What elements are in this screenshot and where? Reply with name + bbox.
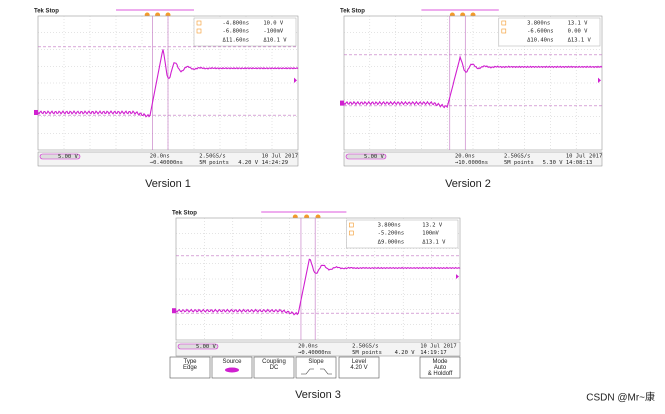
waveform — [343, 55, 603, 109]
date: 10 Jul 2017 — [420, 344, 456, 350]
channel-scale: 5.00 V — [58, 154, 79, 160]
readout-time: 3.800ns — [527, 21, 550, 27]
status-bar — [37, 151, 299, 167]
waveform — [37, 49, 299, 118]
ch1-marker — [340, 100, 344, 106]
caption: Version 2 — [445, 178, 491, 190]
header: Tek Stop — [340, 9, 365, 15]
sample-rate: 2.50GS/s — [199, 154, 226, 160]
date: 10 Jul 2017 — [262, 154, 298, 160]
readout-time: -6.800ns — [223, 29, 250, 35]
menu-text: Auto — [434, 365, 447, 371]
menu-text: Level — [352, 359, 366, 365]
waveform — [175, 258, 461, 316]
readout-box — [346, 219, 459, 249]
readout-time: 3.800ns — [378, 223, 401, 229]
channel-pill — [39, 153, 81, 160]
menu-text: Edge — [183, 365, 198, 371]
trigger-level: 5.30 V — [543, 160, 564, 166]
menu-text: Slope — [308, 359, 324, 365]
points: 5M points — [199, 160, 229, 166]
readout-volt: Δ13.1 V — [422, 240, 446, 246]
menu-text: Type — [183, 359, 197, 365]
sample-rate: 2.50GS/s — [504, 154, 530, 160]
menu-text: Source — [222, 359, 242, 365]
trigger-marker — [294, 77, 297, 83]
timebase: 20.0ns — [150, 154, 170, 160]
date: 10 Jul 2017 — [566, 154, 602, 160]
trigger-marker — [456, 274, 459, 279]
watermark: CSDN @Mr~康 — [586, 391, 655, 404]
status-bar — [343, 151, 603, 167]
trigger-marker — [598, 77, 601, 83]
readout-volt: 10.0 V — [263, 21, 284, 27]
readout-icon — [196, 28, 202, 34]
readout-volt: 13.1 V — [568, 21, 589, 27]
trigger-level: 4.20 V — [395, 350, 416, 356]
readout-icon — [349, 230, 354, 236]
readout-icon — [349, 222, 354, 228]
header: Tek Stop — [172, 211, 197, 217]
caption: Version 3 — [295, 389, 341, 401]
readout-volt: 13.2 V — [422, 223, 443, 229]
readout-time: -5.200ns — [378, 231, 405, 237]
readout-time: Δ10.40ns — [527, 38, 554, 44]
header: Tek Stop — [34, 9, 59, 15]
readout-icon — [196, 20, 202, 26]
channel-pill — [345, 153, 387, 160]
timebase: 20.0ns — [455, 154, 475, 160]
menu-text: Coupling — [262, 359, 286, 365]
menu-button — [338, 356, 380, 379]
menu-button — [419, 356, 461, 379]
points: 5M points — [352, 350, 382, 356]
source-pill — [225, 367, 239, 373]
trigger-level: 4.20 V — [238, 160, 259, 166]
menu-text: 4.20 V — [350, 365, 367, 371]
readout-box — [193, 17, 297, 47]
time: 14:19:17 — [420, 350, 447, 356]
readout-volt: Δ13.1 V — [568, 38, 592, 44]
offset: →0.40000ns — [150, 160, 183, 166]
readout-volt: Δ10.1 V — [263, 38, 287, 44]
channel-pill — [177, 343, 219, 350]
channel-scale: 5.00 V — [364, 154, 385, 160]
readout-icon — [501, 28, 507, 34]
menu-text: & Holdoff — [428, 371, 453, 377]
readout-time: -6.600ns — [527, 29, 554, 35]
timebase: 20.0ns — [298, 344, 318, 350]
menu-button — [169, 356, 211, 379]
readout-time: Δ11.60ns — [223, 38, 250, 44]
slope-icons — [301, 368, 332, 375]
time: 14:08:13 — [566, 160, 593, 166]
menu-button — [253, 356, 295, 379]
menu-text: Mode — [432, 359, 448, 365]
status-bar — [175, 341, 461, 357]
readout-volt: -100mV — [263, 29, 284, 35]
readout-time: -4.800ns — [223, 21, 250, 27]
offset: →0.40000ns — [298, 350, 331, 356]
ch1-marker — [172, 308, 176, 314]
offset: →10.0000ns — [455, 160, 488, 166]
ch1-marker — [34, 109, 38, 115]
time: 14:24:29 — [262, 160, 289, 166]
points: 5M points — [504, 160, 534, 166]
sample-rate: 2.50GS/s — [352, 344, 379, 350]
readout-volt: 0.00 V — [568, 29, 589, 35]
readout-time: Δ9.000ns — [378, 240, 405, 246]
caption: Version 1 — [145, 178, 191, 190]
readout-box — [498, 17, 601, 47]
readout-volt: 100mV — [422, 231, 439, 237]
menu-text: DC — [270, 365, 279, 371]
channel-scale: 5.00 V — [196, 344, 217, 350]
menu-button — [295, 356, 337, 379]
readout-icon — [501, 20, 507, 26]
